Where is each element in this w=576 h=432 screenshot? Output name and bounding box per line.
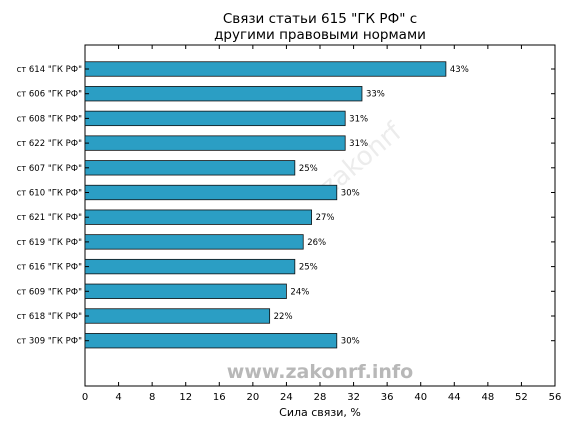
- data-label: 24%: [290, 287, 309, 297]
- data-label: 43%: [450, 65, 469, 75]
- bar: [84, 61, 447, 77]
- category-label: ст 606 "ГК РФ": [17, 90, 83, 100]
- x-tick-label: 56: [549, 392, 562, 403]
- data-label: 31%: [349, 139, 368, 149]
- x-tick-label: 4: [115, 392, 121, 403]
- bar: [84, 234, 304, 250]
- category-label: ст 610 "ГК РФ": [17, 189, 83, 199]
- category-label: ст 618 "ГК РФ": [17, 312, 83, 322]
- data-label: 27%: [316, 213, 335, 223]
- x-tick-label: 28: [314, 392, 327, 403]
- category-label: ст 616 "ГК РФ": [17, 263, 83, 273]
- data-label: 30%: [341, 337, 360, 347]
- bar: [84, 110, 346, 127]
- bars: ст 614 "ГК РФ" 43% ст 606 "ГК РФ" 33% ст 608…: [17, 61, 555, 349]
- data-label: 31%: [349, 114, 368, 124]
- data-label: 22%: [274, 312, 293, 322]
- x-tick-label: 52: [515, 392, 528, 403]
- category-label: ст 621 "ГК РФ": [17, 213, 83, 223]
- category-label: ст 619 "ГК РФ": [17, 238, 83, 248]
- x-tick-label: 0: [82, 392, 88, 403]
- bar: [84, 283, 287, 299]
- chart-title-line-1: Связи статьи 615 "ГК РФ" с: [223, 11, 417, 27]
- x-tick-label: 32: [347, 392, 360, 403]
- category-label: ст 608 "ГК РФ": [17, 114, 83, 124]
- bar: [84, 86, 363, 102]
- data-label: 26%: [307, 238, 326, 248]
- x-tick-label: 48: [481, 392, 494, 403]
- category-label: ст 622 "ГК РФ": [17, 139, 83, 149]
- watermark: www.zakonrf.info: [227, 361, 413, 383]
- category-label: ст 607 "ГК РФ": [17, 164, 83, 174]
- x-tick-label: 44: [448, 392, 461, 403]
- bar: [84, 333, 338, 349]
- bar: [84, 160, 296, 176]
- data-label: 25%: [299, 263, 318, 273]
- x-axis-label: Сила связи, %: [279, 406, 361, 419]
- bar: [84, 209, 313, 225]
- x-tick-label: 12: [179, 392, 192, 403]
- category-label: ст 609 "ГК РФ": [17, 287, 83, 297]
- x-tick-label: 16: [213, 392, 226, 403]
- chart-title-line-2: другими правовыми нормами: [214, 27, 426, 43]
- bar: [84, 258, 296, 275]
- bar: [84, 308, 271, 324]
- bar: [84, 184, 338, 201]
- data-label: 25%: [299, 164, 318, 174]
- x-tick-label: 20: [246, 392, 259, 403]
- data-label: 30%: [341, 189, 360, 199]
- x-axis: 0 4 8 12 16 20 24 28 32 36 40 44 48 52 56: [82, 45, 562, 403]
- category-label: ст 309 "ГК РФ": [17, 337, 83, 347]
- x-tick-label: 8: [149, 392, 155, 403]
- bar: [84, 135, 346, 151]
- data-label: 33%: [366, 90, 385, 100]
- x-tick-label: 24: [280, 392, 293, 403]
- x-tick-label: 40: [414, 392, 427, 403]
- x-tick-label: 36: [381, 392, 394, 403]
- category-label: ст 614 "ГК РФ": [17, 65, 83, 75]
